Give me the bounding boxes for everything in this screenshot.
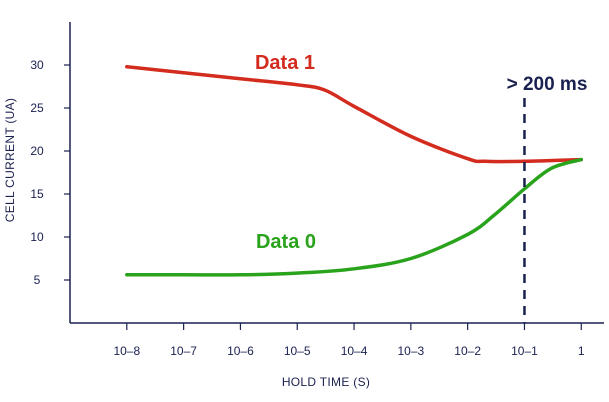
x-tick-label: 10–7 [170, 344, 197, 358]
x-tick-label: 10–3 [397, 344, 424, 358]
series-label-data-1: Data 1 [255, 52, 315, 74]
series-line-data-1 [125, 64, 584, 164]
y-tick-label: 15 [30, 187, 44, 201]
axes [69, 22, 604, 324]
x-tick-label: 10–5 [284, 344, 311, 358]
x-axis-title: HOLD TIME (S) [282, 375, 370, 389]
x-tick-label: 10–8 [113, 344, 140, 358]
x-tick-label: 10–1 [511, 344, 538, 358]
x-tick-label: 10–2 [454, 344, 481, 358]
series-layer [125, 64, 584, 277]
y-tick-label: 5 [34, 273, 41, 287]
y-axis-ticks: 5 10 15 20 25 30 [30, 58, 70, 287]
x-tick-label: 10–4 [341, 344, 368, 358]
x-tick-label: 1 [578, 344, 585, 358]
x-axis-ticks: 10–8 10–7 10–6 10–5 10–4 10–3 10–2 10–1 1 [113, 323, 585, 358]
series-line-data-0 [125, 157, 584, 277]
y-axis-title: CELL CURRENT (UA) [3, 98, 17, 222]
y-tick-label: 25 [30, 101, 44, 115]
series-label-data-0: Data 0 [256, 231, 316, 253]
annotation-200ms: > 200 ms [507, 74, 588, 95]
x-tick-label: 10–6 [227, 344, 254, 358]
y-tick-label: 20 [30, 144, 44, 158]
y-tick-label: 10 [30, 230, 44, 244]
y-tick-label: 30 [30, 58, 44, 72]
